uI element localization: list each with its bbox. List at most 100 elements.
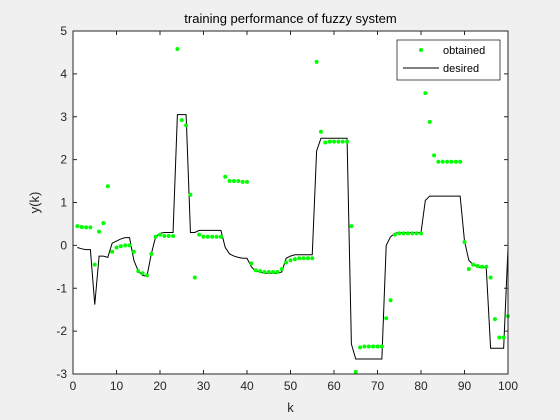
data-point-obtained <box>144 273 149 278</box>
data-point-obtained <box>223 174 228 179</box>
data-point-obtained <box>153 234 158 239</box>
data-point-obtained <box>327 139 332 144</box>
data-point-obtained <box>366 344 371 349</box>
data-point-obtained <box>84 225 89 230</box>
data-point-obtained <box>310 256 315 261</box>
data-point-obtained <box>388 298 393 303</box>
data-point-obtained <box>105 184 110 189</box>
data-point-obtained <box>245 179 249 184</box>
data-point-obtained <box>323 140 328 145</box>
data-point-obtained <box>410 231 415 236</box>
data-point-obtained <box>231 179 236 184</box>
data-point-obtained <box>92 262 97 267</box>
legend-item-obtained: obtained <box>419 45 485 57</box>
y-tick-label: 1 <box>60 196 67 210</box>
y-tick-label: -3 <box>56 367 67 381</box>
data-point-obtained <box>131 249 136 254</box>
legend-label-desired: desired <box>443 63 479 75</box>
x-tick-label: 50 <box>284 379 298 393</box>
x-axis: 0 10 20 30 40 50 60 70 80 90 100 <box>70 31 518 393</box>
x-tick-label: 0 <box>70 379 77 393</box>
y-tick-label: 0 <box>60 238 67 252</box>
data-point-obtained <box>79 224 84 229</box>
data-point-obtained <box>484 264 489 269</box>
data-point-obtained <box>371 344 376 349</box>
data-point-obtained <box>253 268 258 273</box>
x-tick-label: 70 <box>371 379 385 393</box>
data-point-obtained <box>266 269 271 274</box>
data-point-obtained <box>271 269 276 274</box>
y-tick-label: -2 <box>56 324 67 338</box>
data-point-obtained <box>397 231 402 236</box>
legend-label-obtained: obtained <box>443 45 485 57</box>
axes-background <box>73 31 508 374</box>
data-point-obtained <box>205 234 210 239</box>
legend: obtained desired <box>396 39 501 81</box>
y-axis-label: y(k) <box>27 192 42 214</box>
data-point-obtained <box>297 256 302 261</box>
data-point-obtained <box>501 335 506 340</box>
data-point-obtained <box>214 234 219 239</box>
data-point-obtained <box>414 231 419 236</box>
x-tick-label: 90 <box>458 379 472 393</box>
data-point-obtained <box>88 225 93 230</box>
x-tick-label: 60 <box>327 379 341 393</box>
data-point-obtained <box>405 231 410 236</box>
data-point-obtained <box>175 47 180 52</box>
data-point-obtained <box>349 224 354 229</box>
x-tick-label: 100 <box>498 379 518 393</box>
data-point-obtained <box>97 229 102 234</box>
data-point-obtained <box>184 123 189 128</box>
data-point-obtained <box>436 159 441 164</box>
data-point-obtained <box>497 335 502 340</box>
markers-layer <box>75 47 510 374</box>
data-point-obtained <box>353 369 358 374</box>
data-point-obtained <box>492 317 497 322</box>
data-point-obtained <box>432 153 437 158</box>
data-point-obtained <box>345 139 350 144</box>
series-line-desired <box>77 114 509 360</box>
y-tick-label: -1 <box>56 281 67 295</box>
data-point-obtained <box>401 231 406 236</box>
data-point-obtained <box>236 179 241 184</box>
data-point-obtained <box>140 271 145 276</box>
data-point-obtained <box>162 233 167 238</box>
data-point-obtained <box>479 264 484 269</box>
data-point-obtained <box>419 231 423 236</box>
data-point-obtained <box>262 269 267 274</box>
data-point-obtained <box>171 233 176 238</box>
data-point-obtained <box>314 59 319 64</box>
x-tick-label: 40 <box>240 379 254 393</box>
data-point-obtained <box>114 245 119 250</box>
x-axis-label: k <box>287 400 294 415</box>
data-point-obtained <box>462 239 467 244</box>
data-point-obtained <box>101 221 106 226</box>
legend-box <box>396 39 501 81</box>
data-point-obtained <box>384 316 389 321</box>
data-point-obtained <box>466 266 471 271</box>
data-point-obtained <box>158 232 162 237</box>
data-point-obtained <box>336 139 341 144</box>
data-point-obtained <box>471 262 476 267</box>
legend-marker-obtained <box>419 48 423 52</box>
data-point-obtained <box>227 179 232 184</box>
y-tick-label: 2 <box>60 153 67 167</box>
data-point-obtained <box>192 275 197 280</box>
data-point-obtained <box>301 256 306 261</box>
data-point-obtained <box>218 234 223 239</box>
data-point-obtained <box>440 159 445 164</box>
data-point-obtained <box>179 118 184 123</box>
data-point-obtained <box>136 269 141 274</box>
x-tick-label: 20 <box>153 379 167 393</box>
data-point-obtained <box>188 192 193 197</box>
data-point-obtained <box>149 251 154 256</box>
data-point-obtained <box>210 234 215 239</box>
x-tick-label: 10 <box>110 379 124 393</box>
data-point-obtained <box>453 159 458 164</box>
chart-title: training performance of fuzzy system <box>184 11 396 26</box>
data-point-obtained <box>288 258 293 263</box>
data-point-obtained <box>392 232 397 237</box>
y-tick-label: 5 <box>60 24 67 38</box>
data-point-obtained <box>340 139 345 144</box>
data-point-obtained <box>449 159 454 164</box>
